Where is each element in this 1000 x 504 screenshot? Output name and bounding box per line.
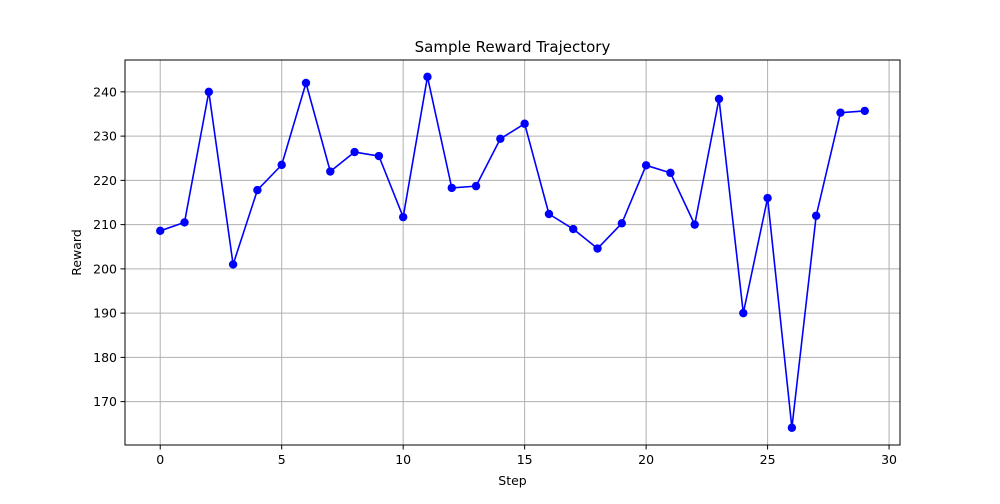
y-tick-label: 200 bbox=[93, 261, 117, 276]
data-point bbox=[156, 226, 165, 236]
x-axis-label: Step bbox=[498, 473, 527, 488]
x-tick-label: 30 bbox=[881, 452, 897, 467]
data-point bbox=[423, 72, 432, 82]
data-point bbox=[811, 211, 821, 220]
data-point bbox=[253, 185, 262, 195]
data-point bbox=[374, 151, 384, 161]
data-point bbox=[787, 423, 797, 432]
x-tick-label: 15 bbox=[517, 452, 533, 467]
y-tick-label: 170 bbox=[93, 394, 117, 409]
data-point bbox=[617, 219, 627, 228]
y-tick-label: 190 bbox=[93, 306, 117, 321]
data-point bbox=[714, 94, 724, 104]
data-point bbox=[569, 224, 578, 234]
data-point bbox=[520, 119, 529, 128]
data-point bbox=[690, 220, 699, 229]
y-tick-label: 180 bbox=[93, 350, 117, 365]
chart-title: Sample Reward Trajectory bbox=[415, 38, 611, 56]
data-point bbox=[350, 147, 359, 157]
y-tick-label: 240 bbox=[93, 84, 117, 99]
data-point bbox=[836, 108, 845, 117]
data-point bbox=[277, 160, 286, 170]
data-point bbox=[763, 193, 772, 203]
y-tick-label: 210 bbox=[93, 217, 117, 232]
plot-frame bbox=[124, 59, 901, 446]
data-point bbox=[398, 212, 408, 222]
data-point bbox=[326, 167, 335, 176]
y-axis-label: Reward bbox=[69, 229, 84, 276]
grid bbox=[125, 60, 900, 445]
data-point bbox=[471, 181, 481, 191]
x-tick-label: 0 bbox=[156, 452, 164, 467]
data-point bbox=[204, 87, 214, 97]
data-point bbox=[447, 183, 456, 193]
data-point bbox=[180, 218, 189, 227]
data-point bbox=[860, 106, 869, 116]
x-tick-label: 20 bbox=[638, 452, 654, 467]
data-point bbox=[739, 308, 748, 318]
data-point bbox=[593, 244, 602, 253]
data-point bbox=[301, 78, 311, 88]
data-series bbox=[156, 72, 869, 432]
y-tick-label: 220 bbox=[93, 173, 117, 188]
y-tick-label: 230 bbox=[93, 129, 117, 144]
data-point bbox=[544, 209, 554, 219]
data-point bbox=[496, 134, 505, 143]
x-tick-label: 5 bbox=[278, 452, 286, 467]
x-tick-label: 25 bbox=[760, 452, 776, 467]
axis-ticks: 0 5 10 15 20 25 30 170 180 190 200 210 220 230 240 bbox=[93, 84, 897, 467]
data-point bbox=[228, 260, 238, 269]
data-point bbox=[641, 161, 651, 170]
data-point bbox=[666, 168, 675, 178]
x-tick-label: 10 bbox=[395, 452, 411, 467]
series-line bbox=[159, 76, 865, 429]
